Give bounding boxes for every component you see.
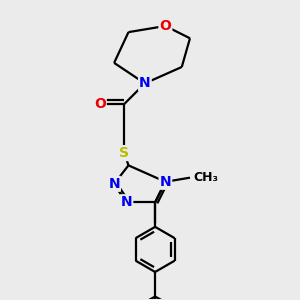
Text: N: N (139, 76, 151, 90)
Text: O: O (94, 97, 106, 111)
Text: N: N (160, 175, 171, 189)
Text: O: O (159, 19, 171, 33)
Text: CH₃: CH₃ (193, 171, 218, 184)
Text: S: S (119, 146, 129, 160)
Text: N: N (121, 195, 132, 209)
Text: N: N (108, 177, 120, 191)
